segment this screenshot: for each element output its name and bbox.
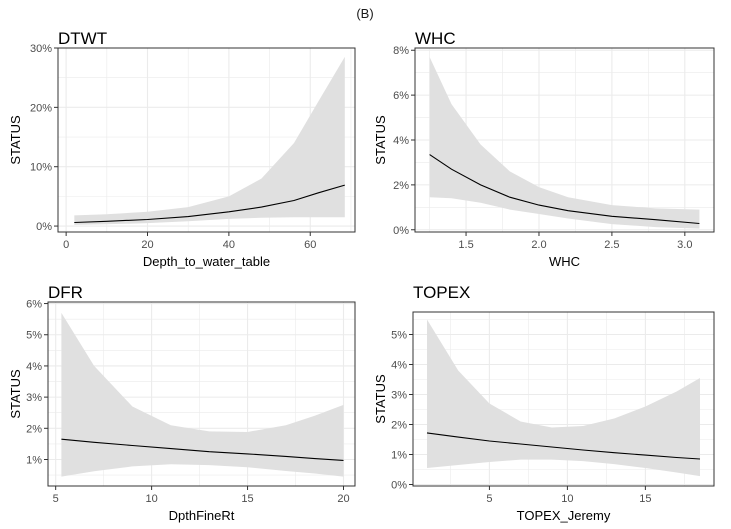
y-axis-label: STATUS [373, 115, 388, 165]
plot-content [58, 48, 355, 232]
y-tick-label: 0% [36, 221, 52, 233]
x-tick-label: 10 [145, 493, 157, 505]
fit-line [74, 184, 345, 224]
fit-line [426, 432, 701, 460]
x-axis-label: Depth_to_water_table [143, 254, 270, 269]
x-tick-label: 1.5 [458, 239, 473, 251]
y-axis-label: STATUS [8, 115, 23, 165]
y-tick-label: 10% [30, 162, 52, 174]
panel-title: WHC [415, 29, 456, 48]
figure-title: (B) [356, 6, 373, 21]
chart-panel-dtwt: DTWT 0 20 40 60 0% 10% 20% 30% Depth_to_water_tab… [8, 29, 356, 269]
x-tick-label: 20 [141, 239, 153, 251]
y-tick-label: 4% [26, 361, 42, 373]
x-tick-label: 20 [337, 493, 349, 505]
panel-title: DFR [48, 283, 83, 302]
y-tick-label: 2% [391, 420, 407, 432]
y-tick-label: 20% [30, 102, 52, 114]
x-tick-label: 15 [241, 493, 253, 505]
panel-border [57, 47, 356, 233]
panel-border [412, 311, 715, 487]
x-tick-label: 5 [486, 493, 492, 505]
y-tick-label: 5% [391, 330, 407, 342]
x-tick-label: 3.0 [677, 239, 692, 251]
y-axis-label: STATUS [8, 369, 23, 419]
x-tick-label: 60 [304, 239, 316, 251]
confidence-band [429, 57, 700, 229]
x-tick-label: 40 [223, 239, 235, 251]
y-tick-label: 30% [30, 43, 52, 55]
x-tick-label: 15 [639, 493, 651, 505]
y-tick-label: 4% [391, 360, 407, 372]
chart-panel-topex: TOPEX 5 10 15 0% 1% 2% 3% 4% 5% TOPEX_Jeremy STATUS [373, 283, 715, 523]
fit-line [429, 154, 700, 225]
panel-border [47, 301, 356, 487]
panel-title: DTWT [58, 29, 107, 48]
plot-content [415, 48, 714, 232]
confidence-band [61, 312, 344, 477]
y-tick-label: 6% [393, 90, 409, 102]
x-tick-label: 5 [53, 493, 59, 505]
x-axis-label: DpthFineRt [169, 508, 235, 523]
x-tick-label: 10 [561, 493, 573, 505]
y-tick-label: 2% [393, 180, 409, 192]
y-tick-label: 8% [393, 45, 409, 57]
chart-panel-dfr: DFR 5 10 15 20 1% 2% 3% 4% 5% 6% DpthFineRt STATUS [8, 283, 356, 523]
y-tick-label: 6% [26, 299, 42, 311]
y-tick-label: 3% [391, 390, 407, 402]
y-tick-label: 5% [26, 330, 42, 342]
x-tick-label: 2.5 [604, 239, 619, 251]
y-tick-label: 0% [393, 225, 409, 237]
panel-title: TOPEX [413, 283, 470, 302]
chart-panel-whc: WHC 1.5 2.0 2.5 3.0 0% 2% 4% 6% 8% WHC STATUS [373, 29, 715, 269]
x-axis-label: TOPEX_Jeremy [517, 508, 611, 523]
plot-content [413, 312, 714, 486]
y-tick-label: 1% [391, 450, 407, 462]
y-tick-label: 3% [26, 392, 42, 404]
y-axis-label: STATUS [373, 374, 388, 424]
x-tick-label: 2.0 [531, 239, 546, 251]
y-tick-label: 2% [26, 423, 42, 435]
confidence-band [74, 56, 345, 225]
x-axis-label: WHC [549, 254, 580, 269]
confidence-band [427, 319, 700, 477]
y-tick-label: 4% [393, 135, 409, 147]
y-tick-label: 0% [391, 480, 407, 492]
plot-content [48, 302, 355, 486]
y-tick-label: 1% [26, 454, 42, 466]
x-tick-label: 0 [63, 239, 69, 251]
fit-line [61, 438, 344, 461]
